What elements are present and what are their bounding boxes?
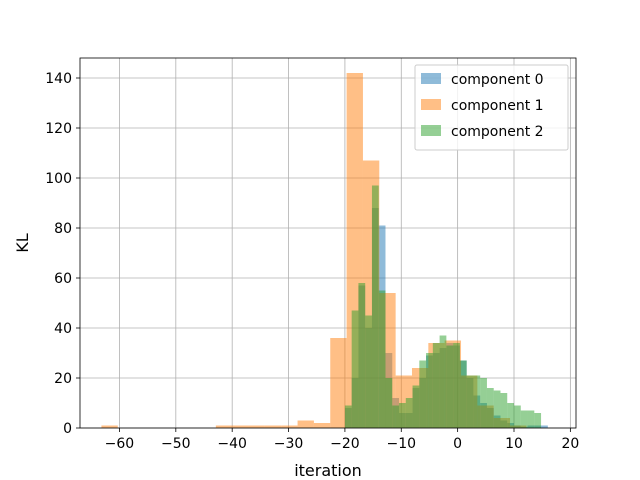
histogram-bar [378,290,386,428]
plot-frame [79,57,577,429]
histogram-bar [520,410,528,428]
y-tick-label: 60 [54,271,72,287]
histogram-bar [264,425,282,428]
histogram-bar [446,345,454,428]
histogram-bar [480,378,487,428]
y-tick-label: 0 [63,421,72,437]
x-tick-label: −30 [274,436,304,452]
histogram-bar [419,360,427,428]
histogram-bar [399,403,406,428]
y-tick-label: 120 [45,121,72,137]
histogram-bar [330,338,347,428]
x-axis-label: iteration [294,461,362,480]
histogram-bar [493,390,501,428]
histogram-bar [313,423,331,428]
histogram-bar [507,403,514,428]
histogram-bar [459,360,467,428]
histogram-bar [232,425,249,428]
histogram-bar [215,425,233,428]
y-tick-label: 100 [45,171,72,187]
y-axis-ticks: 0 20 40 60 80 100 120 140 [45,71,80,437]
histogram-bar [371,185,379,428]
legend-entry-label: component 1 [451,98,544,114]
histogram-bar [527,410,535,428]
x-tick-label: −20 [330,436,360,452]
histogram-bar [439,335,447,428]
x-axis-ticks: −60 −50 −40 −30 −20 −10 0 10 20 [105,428,579,452]
histogram-bar [405,398,413,428]
x-tick-label: −50 [161,436,191,452]
histogram-bar [365,315,372,428]
histogram-bar [248,425,265,428]
x-tick-label: 20 [561,436,579,452]
x-tick-label: −40 [217,436,247,452]
x-tick-label: 0 [453,436,462,452]
histogram-bar [297,420,314,428]
x-tick-label: −60 [105,436,135,452]
legend: component 0 component 1 component 2 [414,64,569,151]
y-tick-label: 40 [54,321,72,337]
legend-swatch [421,73,441,84]
y-axis-label: KL [13,233,32,252]
histogram-bar [344,405,352,428]
legend-frame [414,64,569,151]
histogram-bar [281,425,298,428]
y-tick-label: 20 [54,371,72,387]
legend-entry-label: component 2 [451,124,544,140]
legend-entry-label: component 0 [451,72,544,88]
histogram-bar [358,283,366,428]
histogram-bar [473,375,481,428]
histogram-bars [101,73,548,428]
histogram-bar [432,343,440,428]
histogram-bar [392,405,400,428]
histogram-bar [466,375,474,428]
histogram-bar [385,378,393,428]
legend-swatch [421,125,441,136]
y-tick-label: 140 [45,71,72,87]
x-tick-label: −10 [386,436,416,452]
y-tick-label: 80 [54,221,72,237]
histogram-bar [426,353,433,428]
histogram-bar [412,385,420,428]
histogram-bar [534,413,542,428]
histogram-bar [514,405,521,428]
histogram-bar [541,425,548,428]
x-tick-label: 10 [505,436,523,452]
histogram-bar [101,425,118,428]
histogram-bar [500,393,508,428]
histogram-bar [351,310,359,428]
histogram-bar [453,343,460,428]
histogram-bar [486,388,494,428]
legend-swatch [421,99,441,110]
series-2-bars [344,185,542,428]
